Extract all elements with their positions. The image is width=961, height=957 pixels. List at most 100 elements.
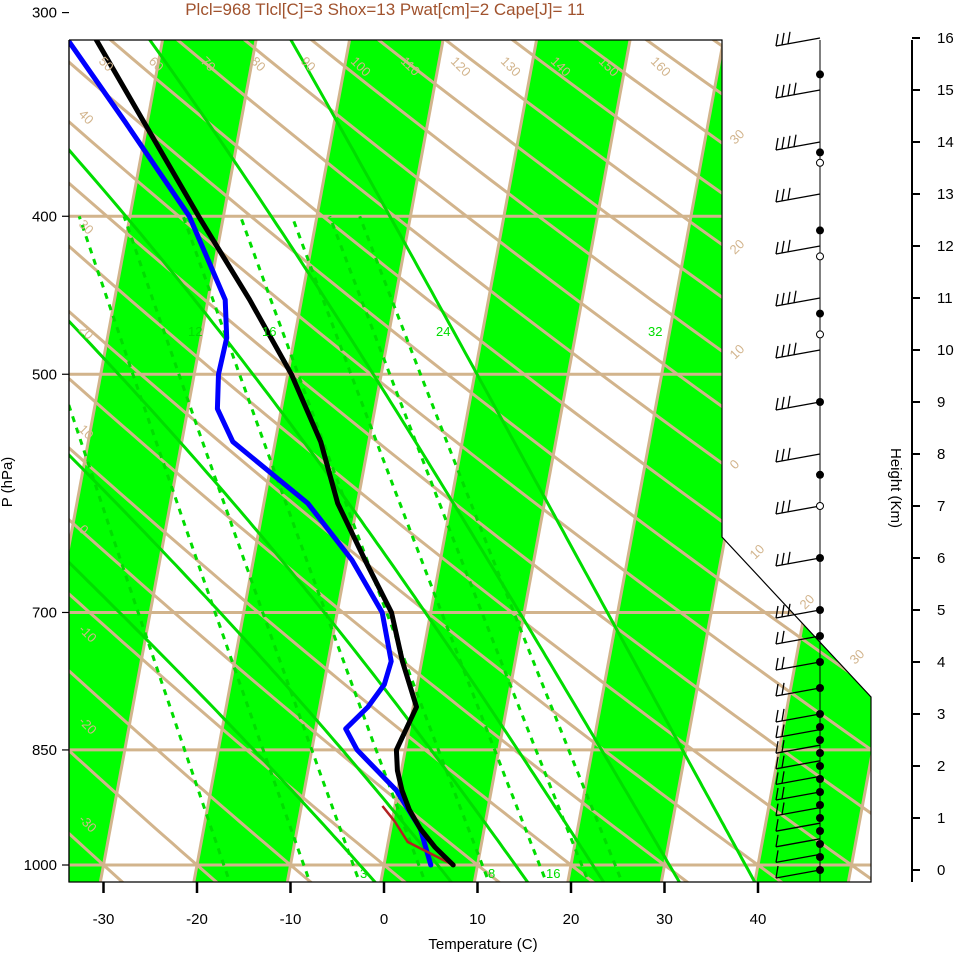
wind-barb <box>775 447 821 463</box>
wind-barb <box>775 187 821 203</box>
wind-barb-feather <box>781 136 785 150</box>
wind-barb-feather <box>775 631 779 645</box>
wind-barb-shaft <box>775 609 821 619</box>
wind-barb-feather <box>775 819 779 832</box>
wind-barb-feather <box>781 708 785 722</box>
moist-adiabat <box>69 40 617 882</box>
pressure-axis: 1001502002503004005007008501000 <box>24 5 70 882</box>
height-tick-label: 16 <box>937 30 954 47</box>
wind-level-dot <box>816 814 824 822</box>
temperature-tick-label: 20 <box>563 911 580 928</box>
wind-barb <box>775 739 821 754</box>
wind-barb-feather <box>775 741 779 754</box>
mixing-ratio-label: 24 <box>436 324 450 339</box>
wind-barb <box>775 850 821 864</box>
wind-barb-feather <box>781 396 785 410</box>
dry-adiabat <box>69 40 617 882</box>
temperature-tick-label: 40 <box>750 911 767 928</box>
wind-level-dot <box>816 148 824 157</box>
wind-barb-feather <box>781 771 785 784</box>
pressure-tick-label: 1000 <box>24 857 57 874</box>
adiabat-label: 20 <box>797 591 818 612</box>
wind-level-open-dot <box>816 502 824 510</box>
wind-barb-feather <box>781 604 785 618</box>
mixing-ratio-line <box>69 215 238 882</box>
temperature-axis: -30 -20 -10 0 10 20 30 40 <box>93 882 767 928</box>
wind-barb-feather <box>775 725 779 738</box>
wind-barb-feather <box>775 553 779 567</box>
wind-barb-feather <box>781 344 785 358</box>
pressure-tick-label: 300 <box>32 5 57 22</box>
wind-barb-shaft <box>775 869 821 879</box>
mixing-ratio-label: 16 <box>262 324 276 339</box>
temperature-profile <box>69 40 456 868</box>
wind-barb-feather <box>781 682 785 696</box>
dry-adiabat <box>69 40 523 882</box>
wind-barb-feather <box>793 342 797 355</box>
wind-barb-feather <box>775 756 779 769</box>
wind-barb <box>775 630 821 645</box>
wind-barb-feather <box>781 656 785 670</box>
dry-adiabat <box>69 40 807 882</box>
height-tick-label: 15 <box>937 82 954 99</box>
wind-barb-feather <box>775 709 779 723</box>
isotherm <box>472 40 632 882</box>
height-tick-label: 6 <box>937 550 945 567</box>
wind-barb-shaft <box>775 853 821 864</box>
wind-barb-feather <box>775 834 779 847</box>
wind-level-dot <box>816 554 824 562</box>
wind-level-dot <box>816 658 824 666</box>
wind-barb-shaft <box>775 822 821 832</box>
wind-level-dot <box>816 749 824 757</box>
moist-adiabat <box>69 40 691 882</box>
wind-barb-feather <box>787 447 791 460</box>
wind-barb <box>775 771 821 786</box>
wind-level-dot <box>816 762 824 770</box>
isotherm <box>98 40 258 882</box>
wind-barb-feather <box>787 551 791 564</box>
wind-barb <box>775 134 821 151</box>
wind-barb-shaft <box>775 245 821 255</box>
wind-barb-shaft <box>775 37 821 47</box>
wind-barb <box>775 802 821 817</box>
wind-barb-feather <box>775 33 779 47</box>
wind-barb-shaft <box>775 557 821 567</box>
wind-barb-shaft <box>775 297 821 307</box>
height-tick-label: 2 <box>937 758 945 775</box>
pressure-tick-label: 700 <box>32 604 57 621</box>
wind-barb-feather <box>793 82 797 95</box>
wind-barb-feather <box>787 395 791 408</box>
wind-barb-feather <box>781 188 785 202</box>
wind-level-dot <box>816 801 824 809</box>
wind-level-open-dot <box>816 158 824 167</box>
mixing-ratio-line <box>358 215 631 882</box>
wind-barb-feather <box>787 83 791 96</box>
height-tick-label: 11 <box>937 290 953 307</box>
height-axis-label: Height (Km) <box>887 448 904 528</box>
adiabat-label: 20 <box>76 322 97 343</box>
mixing-ratio-line <box>122 215 368 882</box>
wind-barb-shaft <box>775 806 821 817</box>
wind-barb-feather <box>775 397 779 411</box>
wind-barb <box>775 834 821 848</box>
mixing-ratio-label: 16 <box>546 866 560 881</box>
wind-barb <box>775 31 821 47</box>
wind-barb-feather <box>775 803 779 816</box>
wind-barb-feather <box>787 31 791 44</box>
wind-level-dot <box>816 398 824 406</box>
wind-barb <box>775 656 821 671</box>
wind-barb-shaft <box>775 760 821 770</box>
wind-barb <box>775 551 821 567</box>
height-tick-label: 10 <box>937 342 954 359</box>
wind-barb-feather <box>775 605 779 619</box>
height-tick-label: 4 <box>937 654 945 671</box>
wind-barb <box>775 239 821 255</box>
wind-level-open-dot <box>816 252 824 261</box>
wind-barb-feather <box>781 32 785 46</box>
wind-barb <box>775 82 821 99</box>
wind-level-dot <box>816 710 824 718</box>
wind-barb-feather <box>787 291 791 304</box>
isotherm-label: 130 <box>498 54 524 80</box>
temperature-tick-label: -20 <box>186 911 208 928</box>
